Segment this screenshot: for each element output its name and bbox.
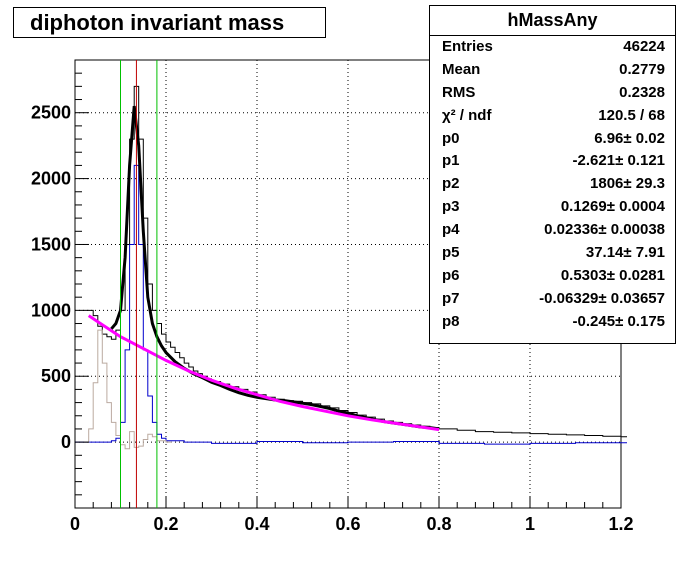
stats-label: p5 [442,244,460,262]
chart-title: diphoton invariant mass [13,7,326,38]
stats-value: -0.06329± 0.03657 [539,289,665,307]
stats-row-chi2: χ² / ndf 120.5 / 68 [430,105,675,128]
stats-label: p6 [442,266,460,284]
stats-value: -0.245± 0.175 [572,312,665,330]
stats-row-p8: p8 -0.245± 0.175 [430,311,675,334]
x-tick-label: 0.2 [153,514,178,534]
stats-label: p3 [442,198,460,216]
stats-label: χ² / ndf [442,106,492,124]
stats-value: -2.621± 0.121 [572,152,665,170]
stats-label: Entries [442,38,493,55]
stats-title: hMassAny [430,6,675,36]
stats-value: 0.2779 [619,60,665,78]
stats-label: p2 [442,175,460,193]
stats-box: hMassAny Entries 46224 Mean 0.2779 RMS 0.23… [429,5,676,344]
x-tick-label: 0.4 [244,514,269,534]
x-tick-label: 1 [525,514,535,534]
x-tick-label: 0.8 [426,514,451,534]
stats-label: p7 [442,289,460,307]
stats-row-p4: p4 0.02336± 0.00038 [430,219,675,242]
y-tick-label: 0 [61,432,71,452]
stats-value: 0.1269± 0.0004 [560,198,665,216]
stats-value: 0.5303± 0.0281 [560,266,665,284]
stats-label: p8 [442,312,460,330]
stats-label: p1 [442,152,460,170]
series-blue-histogram [75,164,627,445]
stats-value: 0.02336± 0.00038 [544,221,665,239]
stats-label: p4 [442,221,460,239]
stats-value: 120.5 / 68 [598,106,665,124]
series-magenta-background [87,314,440,432]
y-tick-label: 2500 [31,103,71,123]
y-tick-label: 2000 [31,169,71,189]
stats-row-p3: p3 0.1269± 0.0004 [430,196,675,219]
axes: 0 0.2 0.4 0.6 0.8 1 1.2 0 500 1000 1500 2000 2500 [31,59,634,534]
stats-row-p7: p7 -0.06329± 0.03657 [430,288,675,311]
stats-value: 0.2328 [619,83,665,101]
stats-row-mean: Mean 0.2779 [430,59,675,82]
stats-row-rms: RMS 0.2328 [430,82,675,105]
stats-label: RMS [442,83,476,101]
vertical-markers [120,60,158,508]
y-tick-label: 500 [41,366,71,386]
series-gray-histogram [84,329,172,450]
stats-row-p1: p1 -2.621± 0.121 [430,150,675,173]
stats-row-p5: p5 37.14± 7.91 [430,242,675,265]
stats-row-p2: p2 1806± 29.3 [430,173,675,196]
stats-value: 46224 [623,38,665,55]
stats-value: 6.96± 0.02 [594,129,665,147]
stats-value: 37.14± 7.91 [585,244,665,262]
stats-label: p0 [442,129,460,147]
stats-value: 1806± 29.3 [590,175,665,193]
y-tick-label: 1500 [31,234,71,254]
x-tick-label: 1.2 [608,514,633,534]
stats-row-entries: Entries 46224 [430,36,675,59]
series-layer [75,85,627,450]
x-tick-label: 0.6 [335,514,360,534]
x-tick-label: 0 [70,514,80,534]
y-tick-label: 1000 [31,300,71,320]
stats-row-p0: p0 6.96± 0.02 [430,128,675,151]
stats-label: Mean [442,60,481,78]
stats-row-p6: p6 0.5303± 0.0281 [430,265,675,288]
